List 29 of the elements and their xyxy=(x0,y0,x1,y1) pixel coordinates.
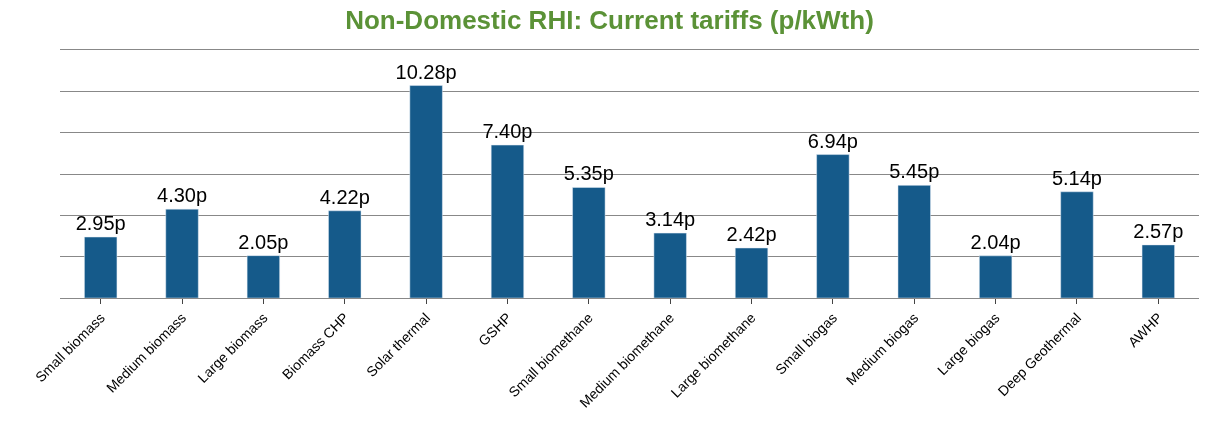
bar xyxy=(490,144,524,298)
data-label: 7.40p xyxy=(482,120,533,143)
bar xyxy=(165,208,199,298)
chart-title: Non-Domestic RHI: Current tariffs (p/kWth) xyxy=(345,5,874,36)
bar xyxy=(246,255,280,298)
bar xyxy=(653,232,687,298)
data-label: 5.35p xyxy=(563,162,614,185)
bar xyxy=(1141,244,1175,298)
bar xyxy=(84,236,118,298)
data-label: 4.30p xyxy=(157,184,208,207)
data-label: 10.28p xyxy=(395,60,457,83)
bar xyxy=(735,247,769,298)
bar xyxy=(897,185,931,298)
data-label: 4.22p xyxy=(319,185,370,208)
data-label: 6.94p xyxy=(807,129,858,152)
data-label: 3.14p xyxy=(645,208,696,231)
bar xyxy=(816,154,850,298)
data-label: 2.42p xyxy=(726,222,777,245)
data-label: 2.95p xyxy=(75,212,126,235)
data-label: 5.45p xyxy=(889,160,940,183)
bar xyxy=(979,255,1013,298)
bar xyxy=(1060,191,1094,298)
data-label: 2.05p xyxy=(238,230,289,253)
data-label: 2.57p xyxy=(1133,219,1184,242)
bar xyxy=(409,85,443,298)
bar xyxy=(572,187,606,298)
data-label: 5.14p xyxy=(1051,166,1102,189)
bar xyxy=(328,210,362,298)
data-label: 2.04p xyxy=(970,230,1021,253)
